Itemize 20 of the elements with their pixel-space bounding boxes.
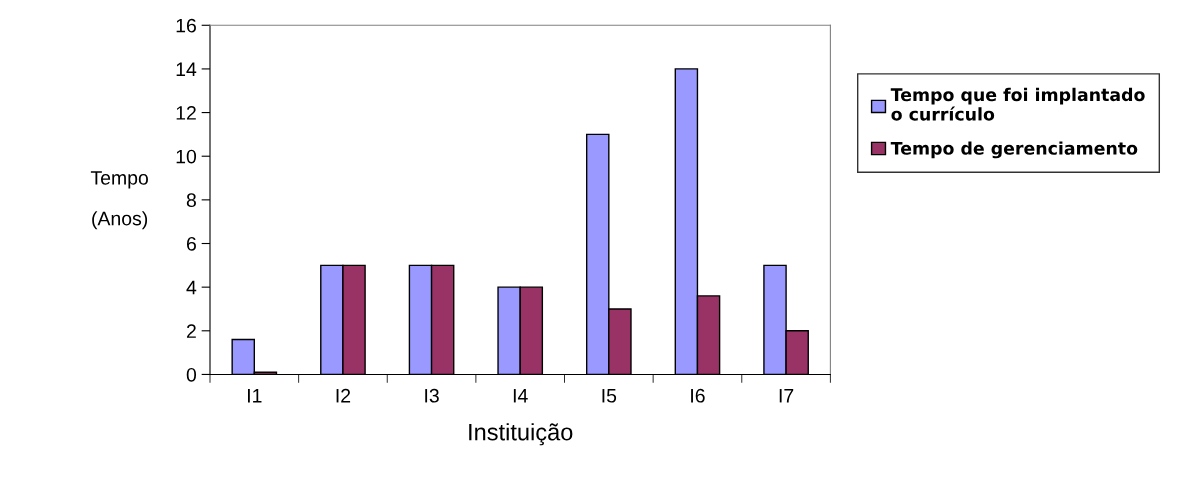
y-tick-label: 16 <box>176 18 196 33</box>
y-tick-label: 2 <box>186 324 196 338</box>
x-axis-title: Instituição <box>469 423 573 446</box>
x-tick-label: I1 <box>248 389 262 403</box>
x-tick-label: I7 <box>779 389 794 403</box>
y-tick-label: 8 <box>186 193 196 208</box>
y-tick-label: 12 <box>176 106 196 120</box>
y-axis-title: Tempo (Anos) <box>90 171 148 230</box>
y-tick-label: 4 <box>186 280 197 295</box>
x-tick-label: I3 <box>425 388 439 403</box>
y-tick-label: 10 <box>176 149 197 164</box>
x-tick-label: I4 <box>513 389 528 403</box>
y-tick-label: 14 <box>176 62 197 76</box>
x-tick-label: I5 <box>602 389 617 403</box>
legend-label: Tempo de gerenciamento <box>890 141 1138 159</box>
y-tick-label: 6 <box>186 236 196 251</box>
x-tick-label: I2 <box>336 388 351 403</box>
y-tick-label: 0 <box>186 367 197 382</box>
legend-label: Tempo que foi implantado o currículo <box>890 87 1145 121</box>
x-tick-label: I6 <box>691 388 705 403</box>
